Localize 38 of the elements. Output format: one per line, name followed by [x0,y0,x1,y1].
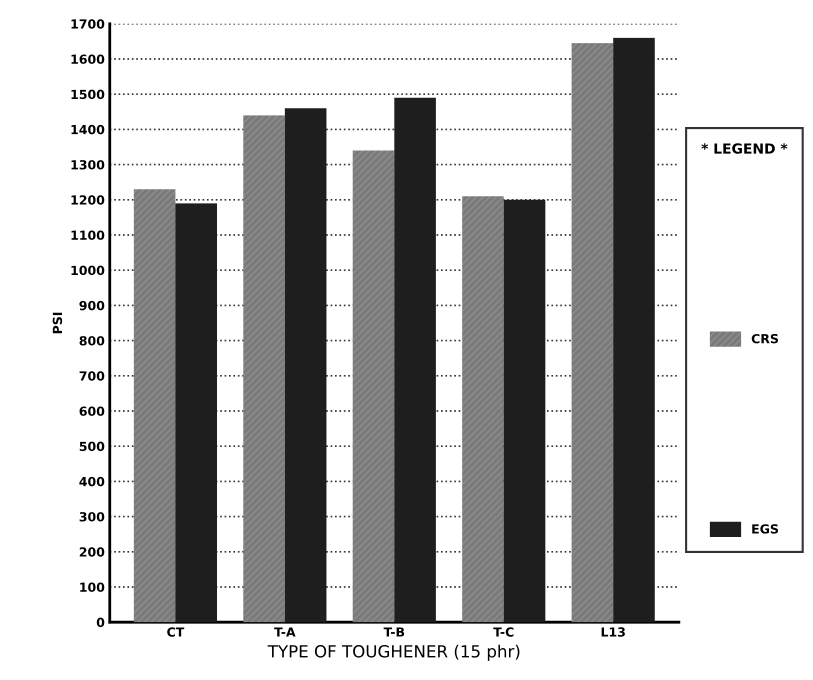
y-tick-label: 700 [80,371,104,381]
legend-label: EGS [752,524,778,534]
x-tick-label: T-A [274,627,296,637]
x-tick-label: L13 [602,627,625,637]
y-tick-label: 1400 [72,124,104,134]
bar [352,150,394,622]
y-tick-label: 0 [96,618,104,628]
bar [462,196,504,622]
legend-label: CRS [752,334,778,344]
legend-title: * LEGEND * [701,143,788,154]
y-tick-label: 1100 [72,230,104,240]
bar [613,38,655,622]
y-tick-label: 1600 [72,54,104,64]
y-tick-label: 1300 [72,160,104,170]
bar [134,189,176,622]
y-tick-label: 900 [79,300,104,310]
y-tick-label: 500 [80,442,104,452]
x-tick-label: T-B [384,627,404,637]
x-tick-label: CT [167,627,184,637]
bar [243,115,285,622]
bar [175,203,218,622]
bar [504,200,546,622]
x-axis-title: TYPE OF TOUGHENER (15 phr) [268,644,520,661]
bar [284,108,326,622]
y-tick-label: 200 [80,547,104,557]
y-tick-label: 300 [80,512,104,522]
y-tick-label: 100 [80,582,104,592]
y-tick-label: 600 [80,406,104,416]
y-tick-label: 800 [80,336,104,346]
bar [572,43,614,622]
y-tick-label: 1000 [72,266,104,276]
y-tick-label: 1200 [72,195,104,205]
bar [394,98,436,622]
y-tick-label: 1500 [72,90,104,100]
y-tick-label: 400 [79,476,104,486]
y-tick-label: 1700 [72,19,104,29]
y-axis-title: PSI [52,312,62,334]
x-tick-label: T-C [493,627,514,637]
